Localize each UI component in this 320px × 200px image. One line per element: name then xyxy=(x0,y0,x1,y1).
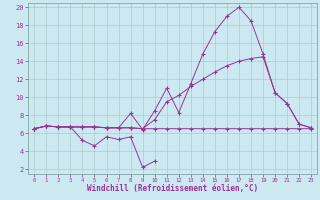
X-axis label: Windchill (Refroidissement éolien,°C): Windchill (Refroidissement éolien,°C) xyxy=(87,184,258,193)
